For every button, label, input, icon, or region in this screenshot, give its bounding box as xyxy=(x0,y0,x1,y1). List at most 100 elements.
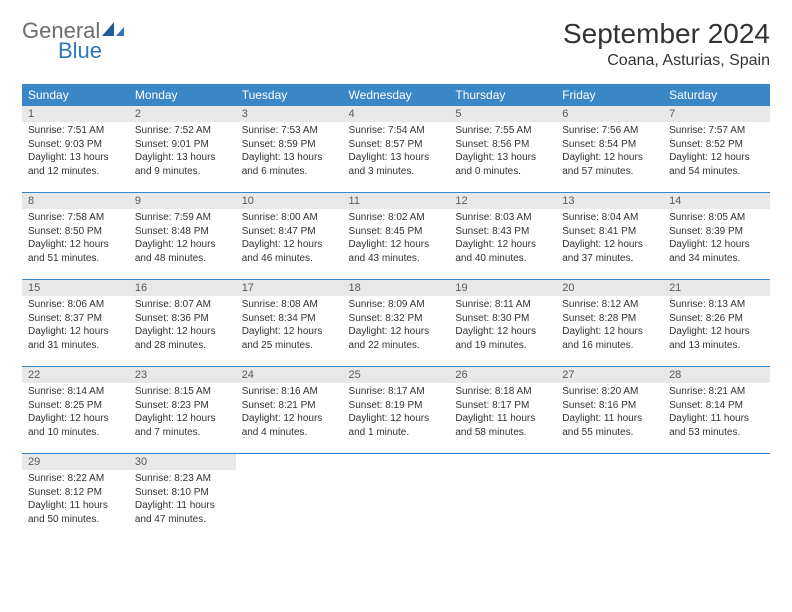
day-details: Sunrise: 8:02 AMSunset: 8:45 PMDaylight:… xyxy=(343,209,450,269)
day-details: Sunrise: 8:05 AMSunset: 8:39 PMDaylight:… xyxy=(663,209,770,269)
day-cell: 8Sunrise: 7:58 AMSunset: 8:50 PMDaylight… xyxy=(22,193,129,280)
day-number: 29 xyxy=(22,454,129,470)
day-number: 11 xyxy=(343,193,450,209)
day-number: 6 xyxy=(556,106,663,122)
day-number: 15 xyxy=(22,280,129,296)
day-cell: 11Sunrise: 8:02 AMSunset: 8:45 PMDayligh… xyxy=(343,193,450,280)
day-number: 24 xyxy=(236,367,343,383)
day-number: 3 xyxy=(236,106,343,122)
day-cell: 3Sunrise: 7:53 AMSunset: 8:59 PMDaylight… xyxy=(236,106,343,193)
day-cell: 2Sunrise: 7:52 AMSunset: 9:01 PMDaylight… xyxy=(129,106,236,193)
day-details: Sunrise: 8:20 AMSunset: 8:16 PMDaylight:… xyxy=(556,383,663,443)
day-details: Sunrise: 7:59 AMSunset: 8:48 PMDaylight:… xyxy=(129,209,236,269)
day-cell xyxy=(343,454,450,541)
day-number: 20 xyxy=(556,280,663,296)
day-details: Sunrise: 7:52 AMSunset: 9:01 PMDaylight:… xyxy=(129,122,236,182)
day-number: 16 xyxy=(129,280,236,296)
day-header-row: Sunday Monday Tuesday Wednesday Thursday… xyxy=(22,84,770,106)
day-number: 28 xyxy=(663,367,770,383)
day-cell: 14Sunrise: 8:05 AMSunset: 8:39 PMDayligh… xyxy=(663,193,770,280)
day-details: Sunrise: 8:16 AMSunset: 8:21 PMDaylight:… xyxy=(236,383,343,443)
logo-sail-icon xyxy=(100,20,126,38)
day-cell: 16Sunrise: 8:07 AMSunset: 8:36 PMDayligh… xyxy=(129,280,236,367)
day-details: Sunrise: 8:12 AMSunset: 8:28 PMDaylight:… xyxy=(556,296,663,356)
day-cell xyxy=(449,454,556,541)
day-details: Sunrise: 8:13 AMSunset: 8:26 PMDaylight:… xyxy=(663,296,770,356)
day-number: 26 xyxy=(449,367,556,383)
day-number: 10 xyxy=(236,193,343,209)
day-number: 30 xyxy=(129,454,236,470)
header: GeneralBlue September 2024 Coana, Asturi… xyxy=(22,18,770,70)
day-number: 18 xyxy=(343,280,450,296)
day-cell: 21Sunrise: 8:13 AMSunset: 8:26 PMDayligh… xyxy=(663,280,770,367)
day-number: 27 xyxy=(556,367,663,383)
day-cell: 28Sunrise: 8:21 AMSunset: 8:14 PMDayligh… xyxy=(663,367,770,454)
day-number: 17 xyxy=(236,280,343,296)
day-cell: 25Sunrise: 8:17 AMSunset: 8:19 PMDayligh… xyxy=(343,367,450,454)
day-cell: 9Sunrise: 7:59 AMSunset: 8:48 PMDaylight… xyxy=(129,193,236,280)
day-cell: 19Sunrise: 8:11 AMSunset: 8:30 PMDayligh… xyxy=(449,280,556,367)
day-cell: 29Sunrise: 8:22 AMSunset: 8:12 PMDayligh… xyxy=(22,454,129,541)
col-saturday: Saturday xyxy=(663,84,770,106)
day-number: 21 xyxy=(663,280,770,296)
day-cell: 13Sunrise: 8:04 AMSunset: 8:41 PMDayligh… xyxy=(556,193,663,280)
day-details: Sunrise: 8:00 AMSunset: 8:47 PMDaylight:… xyxy=(236,209,343,269)
day-cell: 15Sunrise: 8:06 AMSunset: 8:37 PMDayligh… xyxy=(22,280,129,367)
day-cell xyxy=(663,454,770,541)
day-details: Sunrise: 8:22 AMSunset: 8:12 PMDaylight:… xyxy=(22,470,129,530)
title-block: September 2024 Coana, Asturias, Spain xyxy=(563,18,770,70)
day-number: 14 xyxy=(663,193,770,209)
day-number: 22 xyxy=(22,367,129,383)
day-details: Sunrise: 8:07 AMSunset: 8:36 PMDaylight:… xyxy=(129,296,236,356)
week-row: 8Sunrise: 7:58 AMSunset: 8:50 PMDaylight… xyxy=(22,193,770,280)
day-cell: 24Sunrise: 8:16 AMSunset: 8:21 PMDayligh… xyxy=(236,367,343,454)
month-title: September 2024 xyxy=(563,18,770,50)
col-sunday: Sunday xyxy=(22,84,129,106)
day-details: Sunrise: 7:57 AMSunset: 8:52 PMDaylight:… xyxy=(663,122,770,182)
day-details: Sunrise: 8:14 AMSunset: 8:25 PMDaylight:… xyxy=(22,383,129,443)
day-number: 8 xyxy=(22,193,129,209)
day-details: Sunrise: 8:23 AMSunset: 8:10 PMDaylight:… xyxy=(129,470,236,530)
day-number: 4 xyxy=(343,106,450,122)
day-number: 25 xyxy=(343,367,450,383)
day-details: Sunrise: 8:04 AMSunset: 8:41 PMDaylight:… xyxy=(556,209,663,269)
location: Coana, Asturias, Spain xyxy=(563,52,770,70)
day-details: Sunrise: 8:09 AMSunset: 8:32 PMDaylight:… xyxy=(343,296,450,356)
col-friday: Friday xyxy=(556,84,663,106)
day-details: Sunrise: 8:03 AMSunset: 8:43 PMDaylight:… xyxy=(449,209,556,269)
col-wednesday: Wednesday xyxy=(343,84,450,106)
day-cell: 23Sunrise: 8:15 AMSunset: 8:23 PMDayligh… xyxy=(129,367,236,454)
day-details: Sunrise: 8:21 AMSunset: 8:14 PMDaylight:… xyxy=(663,383,770,443)
day-cell: 26Sunrise: 8:18 AMSunset: 8:17 PMDayligh… xyxy=(449,367,556,454)
logo-text-blue: Blue xyxy=(58,38,102,64)
day-details: Sunrise: 7:56 AMSunset: 8:54 PMDaylight:… xyxy=(556,122,663,182)
day-number: 5 xyxy=(449,106,556,122)
day-details: Sunrise: 8:06 AMSunset: 8:37 PMDaylight:… xyxy=(22,296,129,356)
day-cell: 10Sunrise: 8:00 AMSunset: 8:47 PMDayligh… xyxy=(236,193,343,280)
day-number: 9 xyxy=(129,193,236,209)
day-details: Sunrise: 7:58 AMSunset: 8:50 PMDaylight:… xyxy=(22,209,129,269)
calendar-table: Sunday Monday Tuesday Wednesday Thursday… xyxy=(22,84,770,540)
day-cell: 4Sunrise: 7:54 AMSunset: 8:57 PMDaylight… xyxy=(343,106,450,193)
day-details: Sunrise: 8:08 AMSunset: 8:34 PMDaylight:… xyxy=(236,296,343,356)
day-number: 19 xyxy=(449,280,556,296)
col-tuesday: Tuesday xyxy=(236,84,343,106)
day-cell: 20Sunrise: 8:12 AMSunset: 8:28 PMDayligh… xyxy=(556,280,663,367)
day-cell: 7Sunrise: 7:57 AMSunset: 8:52 PMDaylight… xyxy=(663,106,770,193)
day-cell: 17Sunrise: 8:08 AMSunset: 8:34 PMDayligh… xyxy=(236,280,343,367)
day-cell xyxy=(236,454,343,541)
day-details: Sunrise: 7:55 AMSunset: 8:56 PMDaylight:… xyxy=(449,122,556,182)
day-cell: 1Sunrise: 7:51 AMSunset: 9:03 PMDaylight… xyxy=(22,106,129,193)
day-number: 23 xyxy=(129,367,236,383)
day-cell: 6Sunrise: 7:56 AMSunset: 8:54 PMDaylight… xyxy=(556,106,663,193)
day-number: 13 xyxy=(556,193,663,209)
week-row: 22Sunrise: 8:14 AMSunset: 8:25 PMDayligh… xyxy=(22,367,770,454)
day-details: Sunrise: 7:54 AMSunset: 8:57 PMDaylight:… xyxy=(343,122,450,182)
day-details: Sunrise: 7:51 AMSunset: 9:03 PMDaylight:… xyxy=(22,122,129,182)
day-cell: 5Sunrise: 7:55 AMSunset: 8:56 PMDaylight… xyxy=(449,106,556,193)
col-monday: Monday xyxy=(129,84,236,106)
week-row: 29Sunrise: 8:22 AMSunset: 8:12 PMDayligh… xyxy=(22,454,770,541)
day-number: 1 xyxy=(22,106,129,122)
week-row: 15Sunrise: 8:06 AMSunset: 8:37 PMDayligh… xyxy=(22,280,770,367)
day-number: 2 xyxy=(129,106,236,122)
